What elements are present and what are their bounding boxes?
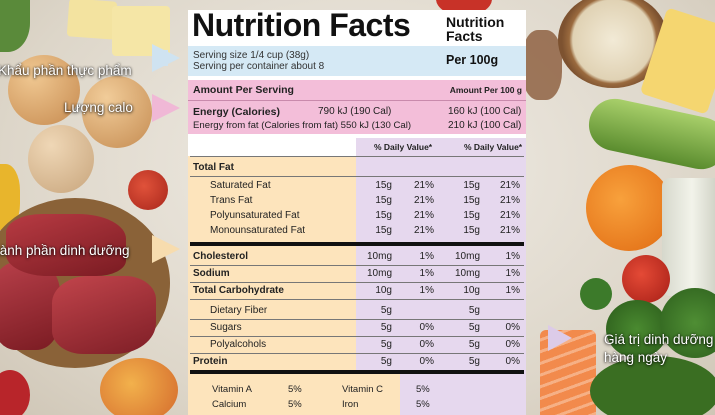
nutrition-facts-label: Nutrition Facts Nutrition Facts Serving … [188,10,526,415]
callout-serving-size: Khẩu phần thực phẩm [0,63,132,78]
callout-calories: Lượng calo [64,100,133,115]
energy-label: Energy (Calories) [193,106,280,118]
serving-size: Serving size 1/4 cup (38g) [193,50,310,61]
egg-image [8,55,80,125]
nutrient-row-polyalcohols: Polyalcohols 5g 0% 5g 0% [210,339,520,350]
servings-per-container: Serving per container about 8 [193,61,325,72]
calorie-arrow-icon [152,94,180,122]
nutrient-row-total-carbohydrate: Total Carbohydrate 10g 1% 10g 1% [193,285,520,296]
callout-nutrients: Thành phần dinh dưỡng [0,243,130,258]
broccoli-image [606,300,668,358]
label-header: Nutrition Facts Nutrition Facts [188,10,526,46]
energy-serving: 790 kJ (190 Cal) [318,106,392,117]
pepper-image [0,164,20,230]
broccoli-image [580,278,612,310]
energy-from-fat: Energy from fat (Calories from fat) 550 … [193,120,412,131]
callout-daily-value-1: Giá trị dinh dưỡng [604,332,714,347]
leaf-image [0,0,30,52]
nutrient-arrow-icon [152,235,180,263]
callout-daily-value-2: hàng ngày [604,350,668,365]
nutrient-row-dietary-fiber: Dietary Fiber 5g 5g [210,305,480,316]
label-title-small: Nutrition Facts [446,14,505,44]
vitamins-section: Vitamin A 5% Vitamin C 5% Calcium 5% Iro… [188,374,526,415]
tomato-image [128,170,168,210]
daily-value-arrow-icon [548,325,572,351]
cheese-image [66,0,118,40]
calcium-label: Calcium [212,399,247,410]
nutrient-row-total-fat: Total Fat [193,162,234,173]
meat-image [52,276,156,354]
iron-value: 5% [416,399,430,410]
nutrient-row-sugars: Sugars 5g 0% 5g 0% [210,322,520,333]
per-100g: Per 100g [446,53,499,67]
nuts-image [522,30,562,100]
tomato-image [622,255,670,303]
nutrient-row-monounsaturated-fat: Monounsaturated Fat 15g 21% 15g 21% [210,225,520,236]
vitamin-a-value: 5% [288,384,302,395]
peach-image [100,358,178,415]
daily-value-header: % Daily Value* [464,142,523,152]
nutrient-row-sodium: Sodium 10mg 1% 10mg 1% [193,268,520,279]
oil-jar-image [662,178,715,296]
fruit-image [0,370,30,415]
energy-from-fat-100g: 210 kJ (100 Cal) [448,120,522,131]
nutrient-row-protein: Protein 5g 0% 5g 0% [193,356,520,367]
meat-image [0,262,60,350]
energy-section: Amount Per Serving Amount Per 100 g Ener… [188,80,526,134]
iron-label: Iron [342,399,359,410]
meat-image [6,214,126,276]
daily-value-header: % Daily Value* [374,142,433,152]
nutrient-table: % Daily Value* % Daily Value* Total Fat … [188,138,526,415]
greens-image [590,356,715,415]
broccoli-image [660,288,715,358]
vitamin-a-label: Vitamin A [212,384,252,395]
amount-per-100g: Amount Per 100 g [449,85,522,95]
nutrient-row-saturated-fat: Saturated Fat 15g 21% 15g 21% [210,180,520,191]
vitamin-c-value: 5% [416,384,430,395]
orange-image [586,165,672,251]
calcium-value: 5% [288,399,302,410]
serving-arrow-icon [152,44,180,72]
amount-per-serving: Amount Per Serving [193,84,294,96]
egg-image [28,125,94,193]
nutrient-row-cholesterol: Cholesterol 10mg 1% 10mg 1% [193,251,520,262]
egg-image [82,76,152,148]
vitamin-c-label: Vitamin C [342,384,384,395]
nutrient-row-trans-fat: Trans Fat 15g 21% 15g 21% [210,195,520,206]
nutrient-row-polyunsaturated-fat: Polyunsaturated Fat 15g 21% 15g 21% [210,210,520,221]
energy-100g: 160 kJ (100 Cal) [448,106,522,117]
label-title: Nutrition Facts [192,10,411,43]
serving-section: Serving size 1/4 cup (38g) Serving per c… [188,46,526,76]
